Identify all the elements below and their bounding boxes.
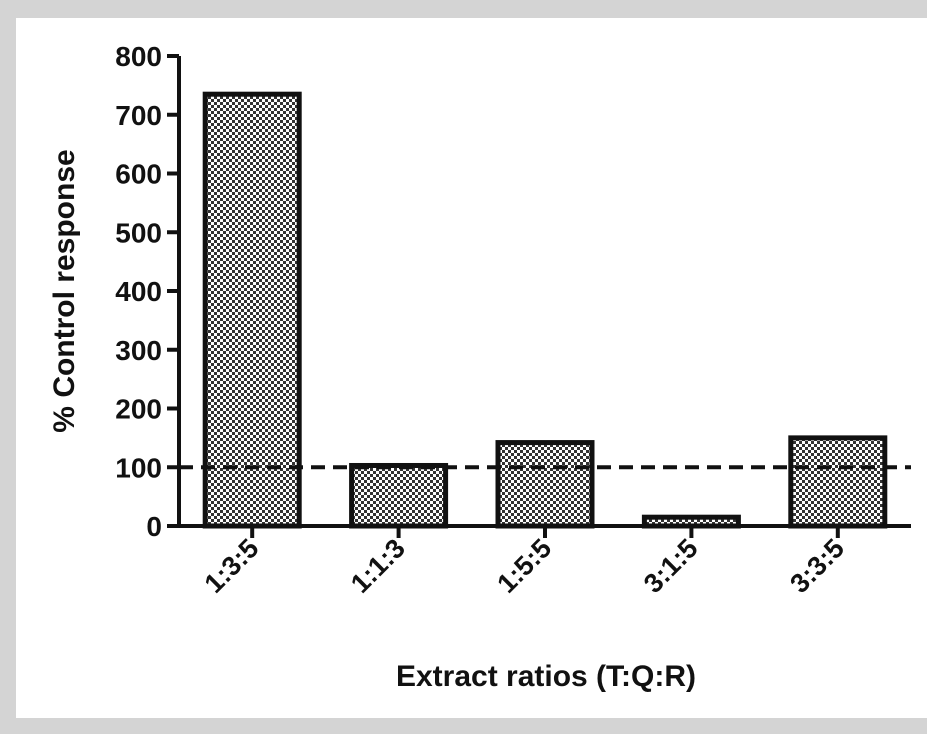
y-tick-label: 400: [115, 276, 162, 307]
y-tick-label: 300: [115, 335, 162, 366]
y-tick-label: 700: [115, 100, 162, 131]
bars-group: [202, 91, 888, 529]
x-tick-label: 1:3:5: [199, 533, 265, 599]
bar-1:1:3: [349, 462, 449, 529]
chart-frame: 0 100 200 300 400 500 600 700 800 1:3:5 1:1:3 1:5:5…: [16, 18, 927, 718]
x-tick-label: 3:3:5: [784, 533, 850, 599]
bar-1:5:5: [495, 440, 595, 529]
y-tick-label: 600: [115, 159, 162, 190]
y-tick-label: 500: [115, 217, 162, 248]
y-axis-label: % Control response: [48, 149, 81, 432]
x-tick-label: 1:5:5: [491, 533, 557, 599]
y-tick-label: 200: [115, 394, 162, 425]
y-tick-label: 0: [146, 511, 162, 542]
bar-1:3:5: [202, 91, 302, 529]
x-tick-label: 3:1:5: [638, 533, 704, 599]
bar-3:3:5: [788, 435, 888, 529]
bar-chart: 0 100 200 300 400 500 600 700 800 1:3:5 1:1:3 1:5:5…: [48, 41, 911, 693]
y-tick-label: 100: [115, 452, 162, 483]
x-tick-label: 1:1:3: [345, 533, 411, 599]
y-tick-label: 800: [115, 41, 162, 72]
x-axis-label: Extract ratios (T:Q:R): [396, 660, 696, 693]
